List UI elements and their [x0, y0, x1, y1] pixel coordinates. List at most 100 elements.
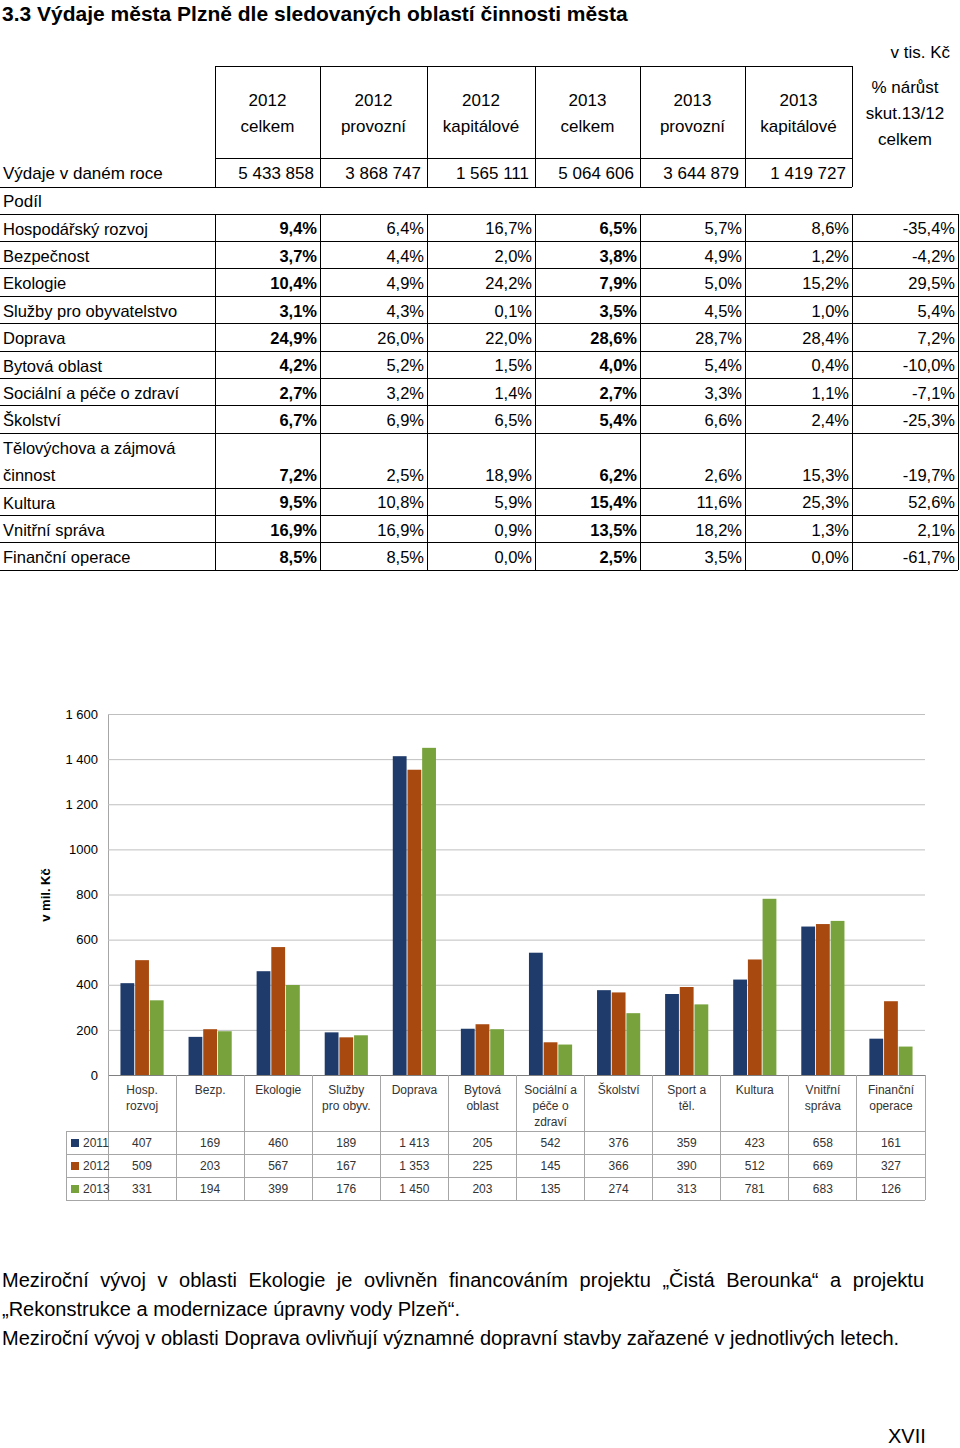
bar: [422, 748, 436, 1075]
bar: [407, 770, 421, 1075]
data-table-border: [244, 1075, 245, 1200]
table-cell: 3,2%: [386, 384, 424, 402]
grid-line: [108, 895, 925, 896]
bar: [339, 1037, 353, 1075]
data-table-border: [856, 1075, 857, 1200]
table-cell: 1 565 111: [456, 164, 529, 183]
x-tick-label: Bytováoblast: [464, 1083, 501, 1113]
column-header-line: kapitálové: [443, 117, 520, 136]
x-tick-label-line: Vnitřní: [806, 1083, 841, 1097]
data-table-border: [788, 1075, 789, 1200]
bars: [120, 748, 912, 1075]
x-tick-label: Vnitřníspráva: [805, 1083, 841, 1113]
table-border: [215, 158, 852, 159]
x-tick-label-line: Bytová: [464, 1083, 501, 1097]
bar: [748, 959, 762, 1075]
x-tick-label: Kultura: [736, 1083, 774, 1097]
table-cell: 24,9%: [270, 329, 317, 347]
data-label: 567: [268, 1159, 288, 1173]
table-cell: 28,4%: [802, 329, 849, 347]
y-tick-label: 1000: [69, 842, 98, 857]
data-table-border: [66, 1131, 67, 1200]
data-label: 194: [200, 1182, 220, 1196]
column-header-line: 2012: [249, 91, 287, 110]
bar: [763, 899, 777, 1075]
data-label: 781: [745, 1182, 765, 1196]
table-cell: 6,5%: [494, 411, 532, 429]
table-cell: -35,4%: [903, 219, 956, 237]
data-label: 460: [268, 1136, 288, 1150]
x-tick-label: Školství: [598, 1082, 641, 1097]
bar: [733, 980, 747, 1075]
table-cell: -7,1%: [912, 384, 955, 402]
table-cell: 7,2%: [917, 329, 955, 347]
table-border: [320, 214, 321, 570]
bar: [816, 924, 830, 1075]
table-cell: 52,6%: [908, 493, 955, 511]
table-cell: -61,7%: [903, 548, 956, 566]
row-label: Doprava: [3, 329, 66, 347]
table-border: [0, 433, 958, 434]
data-label: 203: [200, 1159, 220, 1173]
table-border: [215, 214, 216, 570]
row-label: Tělovýchova a zájmováčinnost: [3, 439, 176, 484]
bar: [476, 1024, 490, 1075]
table-cell: 5,4%: [599, 411, 637, 429]
y-tick-label: 1 600: [65, 707, 98, 722]
bar: [558, 1045, 572, 1075]
y-tick-label: 200: [76, 1023, 98, 1038]
table-cell: 1,5%: [494, 356, 532, 374]
y-tick-label: 800: [76, 887, 98, 902]
heading: 3.3 Výdaje města Plzně dle sledovaných o…: [2, 2, 628, 25]
table-cell: 5 064 606: [558, 164, 634, 183]
table-border: [852, 214, 853, 570]
bar: [869, 1039, 883, 1075]
legend-label: 2011: [83, 1136, 109, 1150]
table-cell: 4,3%: [386, 302, 424, 320]
x-tick-label: Hosp.rozvoj: [126, 1083, 158, 1113]
row-label: Sociální a péče o zdraví: [3, 384, 180, 402]
table-border: [320, 66, 321, 187]
table-cell: -4,2%: [912, 247, 955, 265]
table-cell: 15,2%: [802, 274, 849, 292]
legend-label: 2013: [83, 1182, 110, 1196]
x-tick: Kultura: [736, 1075, 774, 1097]
table-cell: 2,0%: [494, 247, 532, 265]
table-cell: 16,7%: [485, 219, 532, 237]
table-border: [215, 66, 216, 187]
table-border: [535, 214, 536, 570]
column-header: % nárůstskut.13/12celkem: [866, 78, 944, 149]
table-cell: 13,5%: [590, 521, 637, 539]
bar: [529, 953, 543, 1075]
table-cell: 2,5%: [386, 466, 424, 484]
table-border: [0, 542, 958, 543]
table-cell: 0,4%: [811, 356, 849, 374]
table-cell: 0,0%: [811, 548, 849, 566]
data-table-border: [584, 1075, 585, 1200]
x-tick: Bezp.: [195, 1075, 226, 1097]
data-label: 423: [745, 1136, 765, 1150]
column-header-line: 2013: [674, 91, 712, 110]
data-label: 542: [541, 1136, 561, 1150]
y-tick: 800: [76, 887, 925, 902]
x-tick: Sociální apéče ozdraví: [524, 1075, 577, 1129]
column-header-line: provozní: [341, 117, 406, 136]
table-border: [0, 241, 958, 242]
series-bars: [150, 748, 913, 1075]
table-border: [0, 378, 958, 379]
data-label: 313: [677, 1182, 697, 1196]
series-bars: [135, 770, 898, 1075]
x-tick: Bytováoblast: [464, 1075, 501, 1113]
column-header-line: 2012: [462, 91, 500, 110]
data-table-border: [176, 1075, 177, 1200]
bar: [257, 971, 271, 1075]
x-tick-label-line: Finanční: [868, 1083, 915, 1097]
table-cell: -10,0%: [903, 356, 956, 374]
data-label: 327: [881, 1159, 901, 1173]
table-border: [0, 351, 958, 352]
table-cell: 3,1%: [279, 302, 317, 320]
table-cell: 0,1%: [494, 302, 532, 320]
y-tick-label: 0: [91, 1068, 98, 1083]
table-cell: 8,5%: [386, 548, 424, 566]
bar: [135, 960, 149, 1075]
